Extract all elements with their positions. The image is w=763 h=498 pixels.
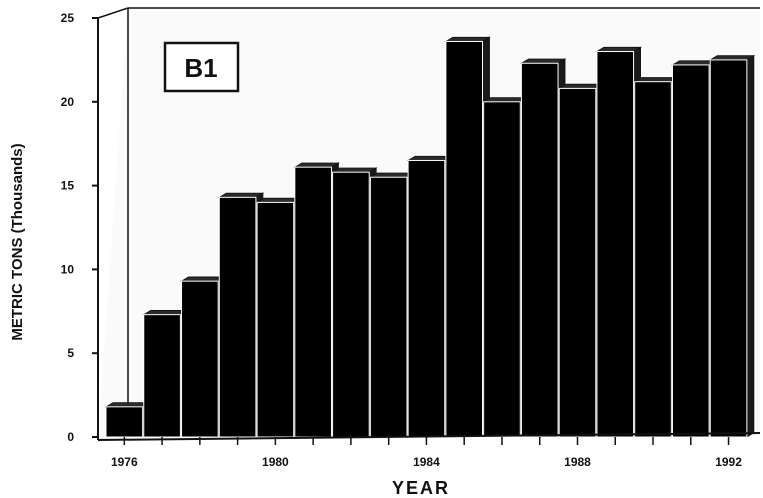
y-tick-label: 25: [61, 11, 75, 25]
bar: [444, 36, 491, 438]
y-tick-label: 15: [61, 179, 75, 193]
x-tick-label: 1980: [262, 455, 289, 469]
bar: [368, 172, 416, 438]
depth-edge: [97, 7, 129, 19]
x-axis-ticks: 1976 1980 1984 1988 1992: [111, 437, 742, 469]
y-axis-title: METRIC TONS (Thousands): [9, 143, 26, 340]
x-tick-label: 1988: [564, 455, 591, 469]
bar-front-face: [445, 40, 484, 438]
x-tick-label: 1984: [413, 455, 440, 469]
bar-front-face: [634, 81, 672, 438]
panel-label: B1: [184, 53, 217, 83]
bar-front-face: [596, 51, 635, 438]
bar-front-face: [332, 171, 370, 438]
bar: [217, 192, 265, 438]
bar-front-face: [709, 59, 748, 438]
bar: [557, 83, 605, 438]
bar: [633, 76, 680, 438]
bar-side-face: [746, 54, 755, 438]
y-tick-label: 10: [61, 262, 75, 276]
x-axis-title: YEAR: [392, 478, 450, 498]
bar-front-face: [558, 87, 597, 438]
bar: [255, 197, 303, 438]
axes: [97, 18, 761, 441]
bar: [142, 309, 189, 438]
bar-front-face: [143, 314, 181, 438]
bar-front-face: [294, 166, 332, 438]
bar: [406, 155, 454, 438]
x-tick-label: 1976: [111, 455, 138, 469]
bar: [482, 96, 529, 438]
bars-group: [104, 36, 756, 438]
bar-front-face: [105, 406, 144, 438]
bar: [595, 46, 643, 438]
bar-front-face: [407, 159, 446, 438]
bar: [671, 60, 718, 438]
bar: [180, 276, 227, 438]
bar-front-face: [369, 176, 408, 438]
y-axis-ticks: 0 5 10 15 20 25: [61, 11, 98, 444]
bar: [519, 58, 567, 438]
y-tick-label: 5: [67, 346, 74, 360]
bar-front-face: [483, 101, 521, 438]
bar-front-face: [671, 64, 710, 438]
x-tick-label: 1992: [715, 455, 742, 469]
panel-label-box: B1: [163, 41, 240, 93]
bar-front-face: [256, 201, 295, 438]
x-axis: [97, 432, 761, 441]
y-tick-label: 20: [61, 95, 75, 109]
bar-front-face: [520, 62, 559, 438]
bar: [293, 162, 340, 438]
panel-label-frame: [163, 41, 240, 93]
bar-front-face: [218, 196, 257, 438]
y-tick-label: 0: [67, 430, 74, 444]
bar: [104, 401, 152, 438]
bar-front-face: [181, 280, 219, 438]
bar: [708, 54, 756, 438]
bar: [331, 167, 378, 438]
